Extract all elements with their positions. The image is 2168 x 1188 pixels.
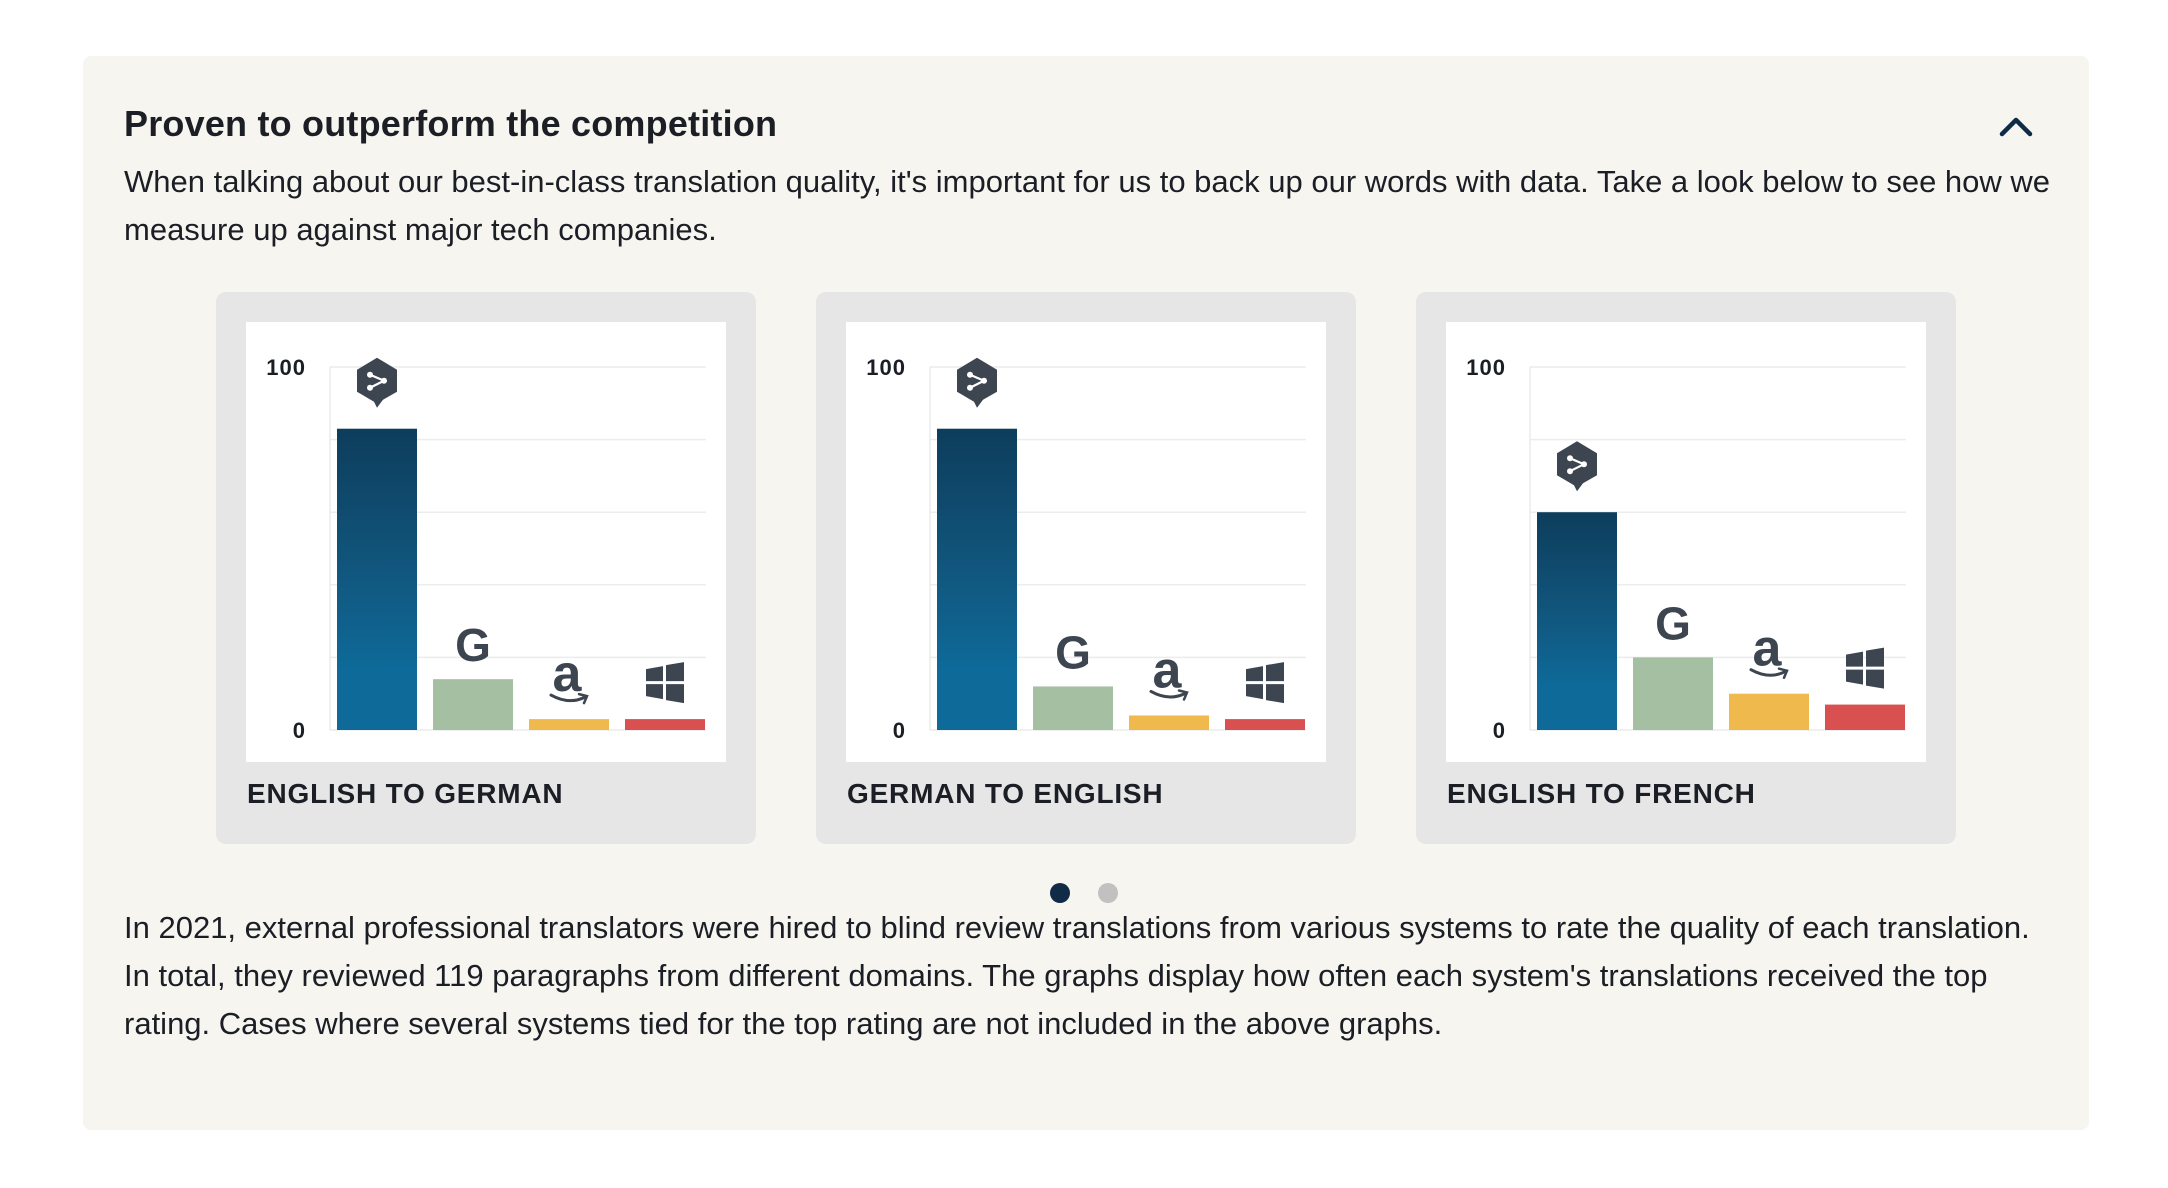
bar-microsoft [1225,719,1305,730]
google-logo-icon: G [455,619,491,671]
carousel-dot-1[interactable] [1050,883,1070,903]
bar-deepl [937,428,1017,730]
bar-amazon [529,719,609,730]
svg-text:G: G [1655,597,1691,649]
bar-deepl [337,428,417,730]
bar-chart: 100 0 G a [1466,355,1906,743]
bar-amazon [1129,715,1209,730]
svg-text:a: a [1153,641,1183,699]
bar-google [433,679,513,730]
windows-logo-icon [1246,662,1284,704]
section-intro: When talking about our best-in-class tra… [124,164,2051,247]
amazon-logo-icon: a [1149,641,1189,701]
deepl-logo-icon [357,357,397,408]
y-tick-label: 0 [893,718,906,743]
svg-text:a: a [553,645,583,703]
carousel-dot-2[interactable] [1098,883,1118,903]
amazon-logo-icon: a [549,645,589,705]
bar-amazon [1729,693,1809,730]
deepl-logo-icon [1557,441,1597,492]
chevron-up-icon [1999,117,2033,137]
bar-google [1633,657,1713,730]
google-logo-icon: G [1655,597,1691,649]
section-title: Proven to outperform the competition [124,103,778,144]
collapse-button[interactable] [1992,106,2040,146]
bar-google [1033,686,1113,730]
carousel-pagination [1050,883,1118,903]
windows-logo-icon [1846,647,1884,689]
amazon-logo-icon: a [1749,620,1789,679]
bar-chart: 100 0 G a [266,355,706,743]
bar-chart: 100 0 G a [866,355,1306,743]
y-tick-label: 100 [266,355,306,380]
y-tick-label: 0 [293,718,306,743]
bar-microsoft [625,719,705,730]
google-logo-icon: G [1055,626,1091,678]
windows-logo-icon [646,662,684,704]
y-tick-label: 100 [1466,355,1506,380]
bar-deepl [1537,512,1617,730]
svg-text:a: a [1753,620,1783,678]
deepl-logo-icon [957,357,997,408]
bar-microsoft [1825,704,1905,730]
chart-label: ENGLISH TO GERMAN [247,778,564,809]
chart-label: GERMAN TO ENGLISH [847,778,1164,809]
svg-text:G: G [455,619,491,671]
chart-label: ENGLISH TO FRENCH [1447,778,1756,809]
methodology-note: In 2021, external professional translato… [124,910,2030,1041]
y-tick-label: 100 [866,355,906,380]
comparison-panel: Proven to outperform the competition Whe… [83,56,2089,1130]
svg-text:G: G [1055,626,1091,678]
y-tick-label: 0 [1493,718,1506,743]
